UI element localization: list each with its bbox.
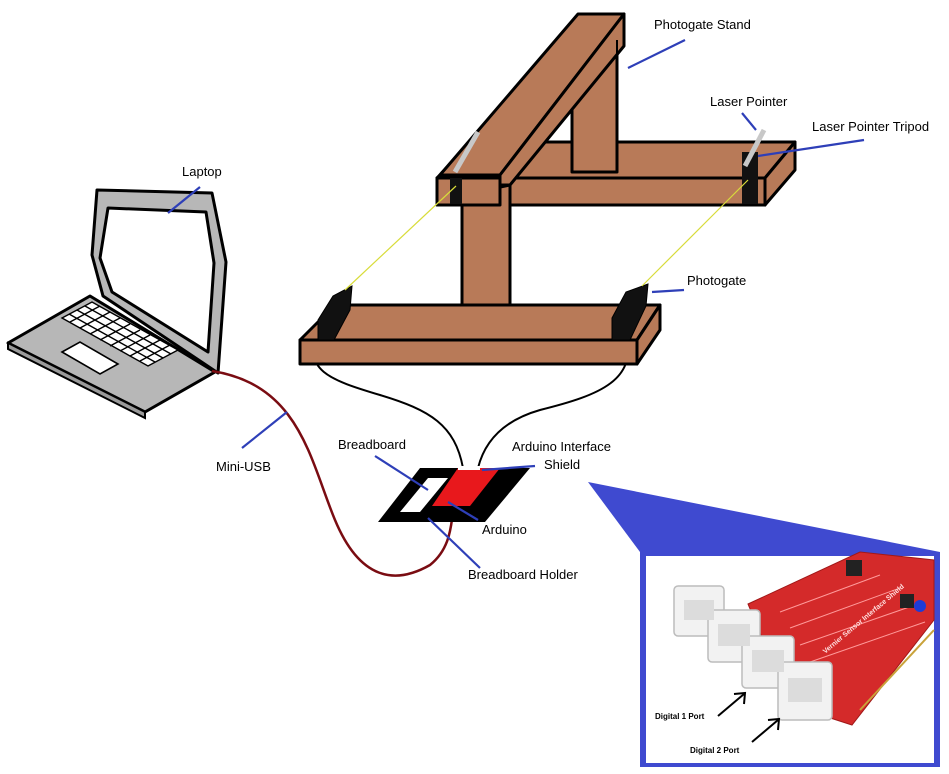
- pointer-arduino: [447, 501, 479, 521]
- photogate-right: [611, 283, 649, 341]
- pointer-shield: [481, 464, 536, 472]
- laser-beam-left: [344, 185, 457, 291]
- pointer-photogate: [651, 288, 685, 294]
- inset-arrows: [717, 691, 781, 743]
- label-mini-usb: Mini-USB: [216, 459, 271, 474]
- label-arduino-interface-shield-line1: Arduino Interface: [512, 439, 612, 454]
- label-laser-pointer: Laser Pointer: [710, 94, 788, 109]
- label-photogate: Photogate: [687, 273, 747, 288]
- label-arduino-interface-shield-line2: Shield: [544, 457, 581, 472]
- label-digital-1-port: Digital 1 Port: [655, 712, 705, 721]
- photogate-stand: [298, 12, 797, 366]
- laptop-keyboard: [60, 301, 180, 367]
- breadboard: [400, 478, 448, 512]
- breadboard-holder: [378, 466, 530, 522]
- laser-pointer-right: [742, 128, 767, 168]
- pointer-laser-pointer: [741, 112, 757, 131]
- pointer-breadboard: [374, 455, 429, 491]
- laser-pointer-left: [452, 130, 481, 174]
- arrow-digital2: [751, 719, 779, 743]
- pointer-mini-usb: [241, 411, 288, 449]
- pointer-lines: [167, 39, 865, 569]
- pointer-breadboard-holder: [427, 517, 481, 569]
- label-laptop: Laptop: [182, 164, 222, 179]
- label-photogate-stand: Photogate Stand: [654, 17, 751, 32]
- shield-strip: [458, 466, 480, 470]
- laser-beam-right: [641, 179, 749, 287]
- pointer-laser-tripod: [757, 138, 865, 158]
- tripod-block-left: [450, 178, 462, 204]
- arduino-board: [432, 468, 500, 506]
- pointer-laptop: [167, 186, 201, 214]
- photogate-left: [317, 285, 353, 341]
- laptop-touchpad: [60, 341, 120, 375]
- label-breadboard: Breadboard: [338, 437, 406, 452]
- inset-callout-wedge: [588, 482, 940, 552]
- inset-photo: [646, 551, 935, 763]
- label-breadboard-holder: Breadboard Holder: [468, 567, 578, 582]
- label-laser-pointer-tripod: Laser Pointer Tripod: [812, 119, 930, 134]
- mini-usb-cable: [211, 369, 457, 577]
- pointer-photogate-stand: [627, 39, 686, 69]
- label-digital-2-port: Digital 2 Port: [690, 746, 740, 755]
- laptop: [6, 188, 228, 420]
- label-arduino: Arduino: [482, 522, 527, 537]
- arrow-digital1: [717, 693, 745, 717]
